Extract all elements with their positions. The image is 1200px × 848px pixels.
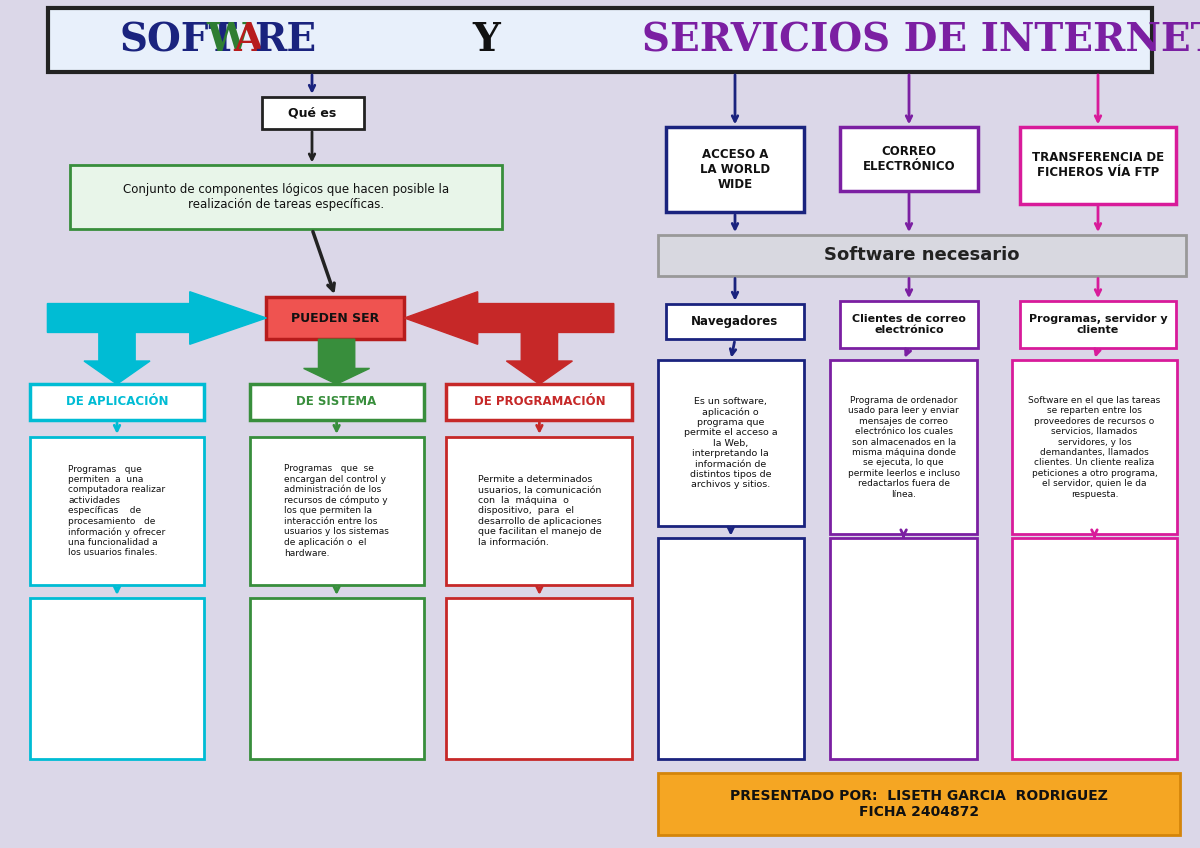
Bar xyxy=(262,97,364,129)
Bar xyxy=(658,235,1186,276)
Text: PRESENTADO POR:  LISETH GARCIA  RODRIGUEZ
FICHA 2404872: PRESENTADO POR: LISETH GARCIA RODRIGUEZ … xyxy=(730,789,1108,819)
Bar xyxy=(840,301,978,348)
Text: Conjunto de componentes lógicos que hacen posible la
realización de tareas espec: Conjunto de componentes lógicos que hace… xyxy=(122,183,449,211)
Bar xyxy=(658,538,804,759)
Text: Software necesario: Software necesario xyxy=(824,246,1019,265)
Polygon shape xyxy=(506,318,572,384)
Bar xyxy=(830,538,977,759)
Text: RE: RE xyxy=(254,21,317,59)
Bar xyxy=(1020,301,1176,348)
Text: Programas   que
permiten  a  una
computadora realizar
actividades
específicas   : Programas que permiten a una computadora… xyxy=(68,465,166,557)
Text: Programas   que  se
encargan del control y
administración de los
recursos de cóm: Programas que se encargan del control y … xyxy=(284,464,389,558)
Text: Programas, servidor y
cliente: Programas, servidor y cliente xyxy=(1028,314,1168,335)
Bar xyxy=(446,437,632,585)
Bar xyxy=(48,8,1152,72)
Bar xyxy=(1012,538,1177,759)
Polygon shape xyxy=(84,318,150,384)
Bar xyxy=(446,598,632,759)
Text: SOFT: SOFT xyxy=(120,21,239,59)
Text: Software en el que las tareas
se reparten entre los
proveedores de recursos o
se: Software en el que las tareas se reparte… xyxy=(1028,396,1160,499)
Text: DE PROGRAMACIÓN: DE PROGRAMACIÓN xyxy=(474,395,605,409)
Bar xyxy=(1020,127,1176,204)
Text: W: W xyxy=(206,21,250,59)
Bar xyxy=(266,297,404,339)
Text: DE SISTEMA: DE SISTEMA xyxy=(296,395,377,409)
Bar xyxy=(30,598,204,759)
Text: ACCESO A
LA WORLD
WIDE: ACCESO A LA WORLD WIDE xyxy=(700,148,770,191)
Bar xyxy=(658,360,804,526)
Bar xyxy=(658,773,1180,835)
Bar xyxy=(30,437,204,585)
Polygon shape xyxy=(404,292,614,344)
Bar xyxy=(666,127,804,212)
Text: DE APLICACIÓN: DE APLICACIÓN xyxy=(66,395,168,409)
Polygon shape xyxy=(48,292,266,344)
Text: TRANSFERENCIA DE
FICHEROS VÍA FTP: TRANSFERENCIA DE FICHEROS VÍA FTP xyxy=(1032,151,1164,180)
Bar xyxy=(666,304,804,339)
Bar xyxy=(70,165,502,229)
Bar xyxy=(446,384,632,420)
Bar xyxy=(250,384,424,420)
Polygon shape xyxy=(304,339,370,384)
Text: Navegadores: Navegadores xyxy=(691,315,779,328)
Text: Clientes de correo
electrónico: Clientes de correo electrónico xyxy=(852,314,966,335)
Text: Permite a determinados
usuarios, la comunicación
con  la  máquina  o
dispositivo: Permite a determinados usuarios, la comu… xyxy=(478,475,601,547)
Bar xyxy=(250,598,424,759)
Text: Qué es: Qué es xyxy=(288,106,337,120)
Bar xyxy=(30,384,204,420)
Text: PUEDEN SER: PUEDEN SER xyxy=(292,311,379,325)
Text: CORREO
ELECTRÓNICO: CORREO ELECTRÓNICO xyxy=(863,145,955,173)
Text: Programa de ordenador
usado para leer y enviar
mensajes de correo
electrónico lo: Programa de ordenador usado para leer y … xyxy=(847,396,960,499)
Bar xyxy=(830,360,977,534)
Bar xyxy=(1012,360,1177,534)
Text: SERVICIOS DE INTERNET: SERVICIOS DE INTERNET xyxy=(642,21,1200,59)
Text: Es un software,
aplicación o
programa que
permite el acceso a
la Web,
interpreta: Es un software, aplicación o programa qu… xyxy=(684,397,778,489)
Bar xyxy=(250,437,424,585)
Bar xyxy=(840,127,978,191)
Text: Y: Y xyxy=(472,21,500,59)
Text: A: A xyxy=(233,21,263,59)
